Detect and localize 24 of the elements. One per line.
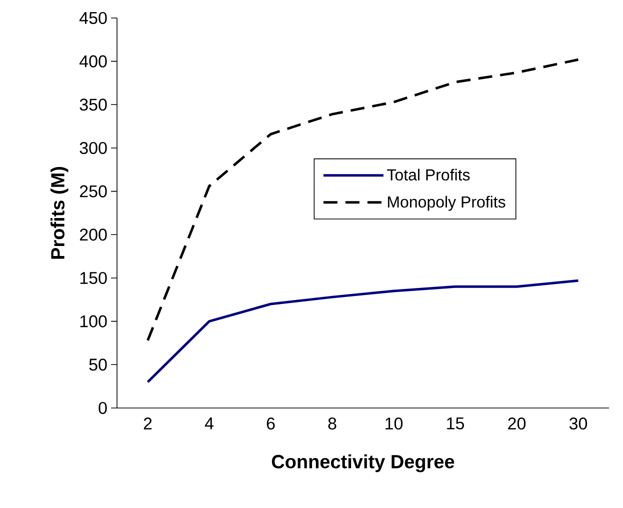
y-axis-title: Profits (M) xyxy=(50,166,68,259)
legend-label: Monopoly Profits xyxy=(388,196,506,211)
x-tick-label: 15 xyxy=(447,418,464,430)
y-tick-label: 400 xyxy=(80,55,107,68)
x-tick-label: 4 xyxy=(204,418,214,430)
y-tick-label: 150 xyxy=(80,272,107,284)
y-tick-label: 50 xyxy=(89,358,107,371)
y-tick-label: 100 xyxy=(80,315,107,328)
x-tick-label: 30 xyxy=(569,418,588,430)
x-tick-label: 2 xyxy=(144,418,152,430)
x-tick-label: 10 xyxy=(386,418,403,430)
y-tick-label: 450 xyxy=(80,12,107,24)
line-series xyxy=(146,279,580,384)
y-tick-label: 0 xyxy=(98,402,107,414)
y-tick-label: 300 xyxy=(80,142,107,154)
legend-label: Total Profits xyxy=(387,168,470,181)
x-axis-title: Connectivity Degree xyxy=(272,454,454,472)
x-tick-label: 6 xyxy=(266,418,275,430)
y-tick-label: 250 xyxy=(80,185,107,198)
y-tick-label: 350 xyxy=(80,98,107,111)
y-tick-label: 200 xyxy=(80,228,107,241)
x-tick-label: 20 xyxy=(508,418,526,430)
line-series xyxy=(146,58,580,342)
x-tick-label: 8 xyxy=(328,418,336,430)
